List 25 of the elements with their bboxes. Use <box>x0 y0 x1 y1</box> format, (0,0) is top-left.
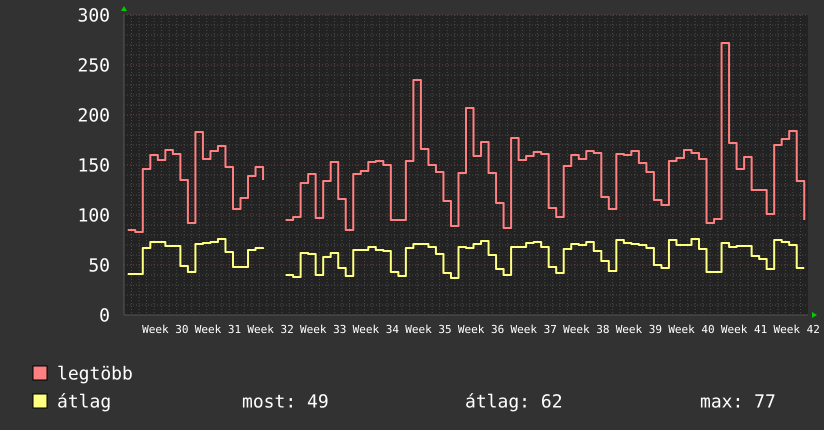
x-tick-label: Week 37 <box>510 323 557 336</box>
x-tick-label: Week 38 <box>563 323 610 336</box>
y-tick-label: 200 <box>77 105 110 126</box>
x-tick-label: Week 35 <box>405 323 452 336</box>
x-tick-label: Week 41 <box>720 323 768 336</box>
legend-label: átlag <box>57 391 112 412</box>
x-tick-label: Week 40 <box>668 323 715 336</box>
y-tick-label: 0 <box>99 305 110 326</box>
x-tick-label: Week 30 <box>142 323 189 336</box>
x-tick-label: Week 42 <box>774 323 820 336</box>
x-tick-label: Week 34 <box>352 323 400 336</box>
y-tick-label: 150 <box>77 155 110 176</box>
legend-label: legtöbb <box>57 363 133 384</box>
text: most: 49 <box>242 391 329 412</box>
y-tick-label: 50 <box>88 255 110 276</box>
x-tick-label: Week 31 <box>194 323 242 336</box>
x-tick-label: Week 33 <box>300 323 346 336</box>
text: max: 77 <box>700 391 776 412</box>
y-tick-label: 250 <box>77 55 110 76</box>
y-tick-label: 300 <box>77 5 110 26</box>
text: átlag: 62 <box>465 391 563 412</box>
x-tick-label: Week 39 <box>616 323 662 336</box>
x-tick-label: Week 36 <box>458 323 504 336</box>
y-tick-label: 100 <box>77 205 110 226</box>
x-tick-label: Week 32 <box>247 323 294 336</box>
